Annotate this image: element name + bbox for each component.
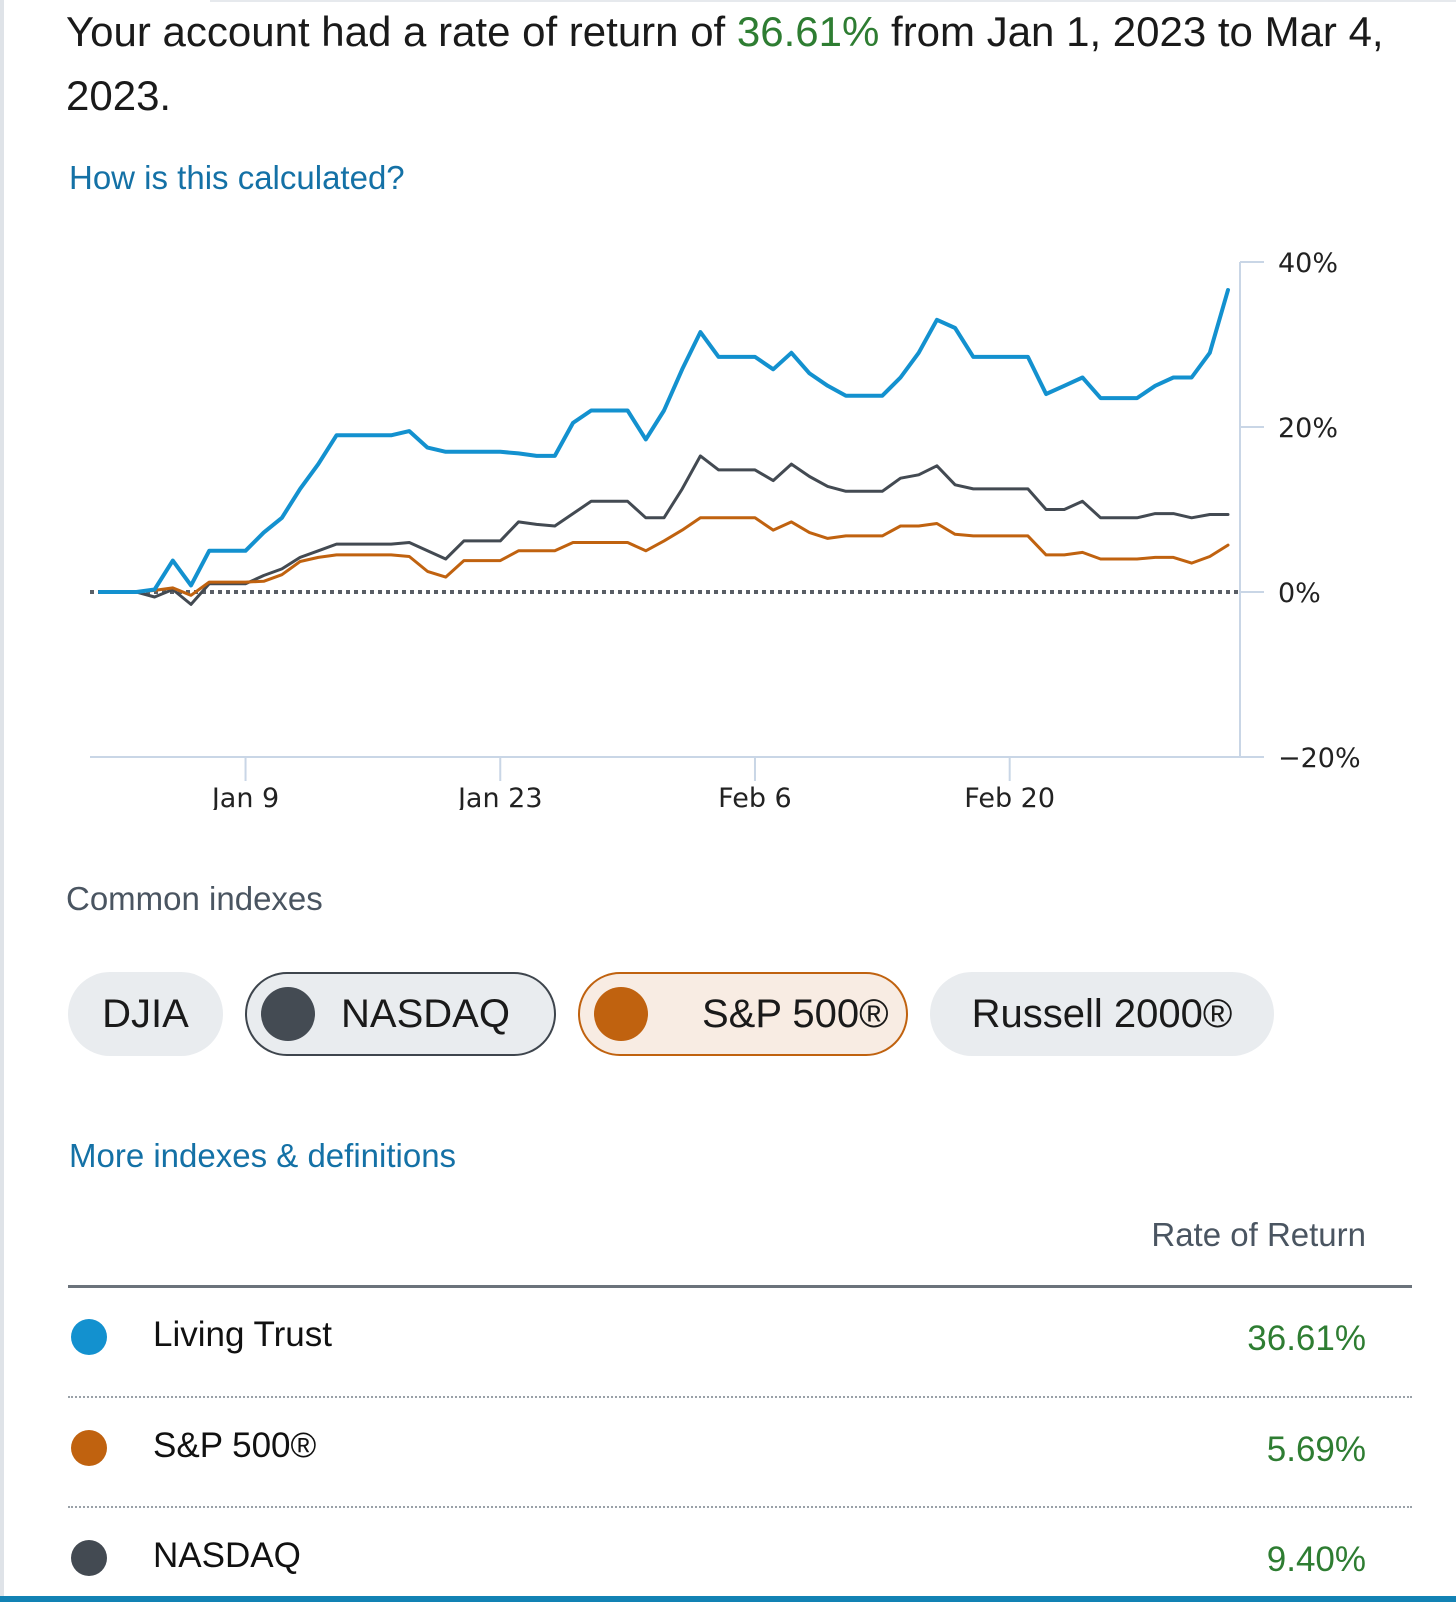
chip-sp500-label: S&P 500®: [702, 991, 889, 1036]
living-trust-line: [98, 288, 1230, 594]
x-tick-label: Feb 6: [718, 783, 792, 810]
table-header-divider: [68, 1285, 1412, 1288]
x-tick-label: Feb 20: [964, 783, 1055, 810]
chip-russell-label: Russell 2000®: [971, 991, 1233, 1036]
bottom-accent-bar: [0, 1596, 1456, 1602]
nasdaq-line: [98, 454, 1230, 606]
row-name: NASDAQ: [153, 1536, 301, 1575]
y-tick-label: 40%: [1278, 248, 1338, 279]
table-row: Living Trust 36.61%: [68, 1307, 1366, 1367]
return-summary: Your account had a rate of return of 36.…: [66, 0, 1406, 128]
summary-prefix: Your account had a rate of return of: [66, 8, 737, 55]
table-row: NASDAQ 9.40%: [68, 1528, 1366, 1588]
chip-nasdaq[interactable]: NASDAQ: [245, 972, 556, 1056]
row-divider: [68, 1396, 1412, 1398]
nasdaq-color-dot: [71, 1540, 107, 1576]
left-border: [0, 0, 4, 1602]
x-tick-label: Jan 23: [456, 783, 543, 810]
row-name: Living Trust: [153, 1315, 332, 1354]
y-tick-label: 0%: [1278, 578, 1321, 609]
chip-sp500[interactable]: S&P 500®: [578, 972, 908, 1056]
nasdaq-color-dot: [261, 987, 315, 1041]
sp500-line: [98, 516, 1230, 597]
row-value: 36.61%: [1247, 1319, 1366, 1358]
row-divider: [68, 1506, 1412, 1508]
row-value: 5.69%: [1266, 1430, 1366, 1469]
chip-russell-2000[interactable]: Russell 2000®: [930, 972, 1274, 1056]
sp500-color-dot: [71, 1430, 107, 1466]
rate-of-return-header: Rate of Return: [1151, 1216, 1366, 1253]
x-tick-label: Jan 9: [210, 783, 279, 810]
row-value: 9.40%: [1266, 1540, 1366, 1579]
sp500-color-dot: [594, 987, 648, 1041]
chip-djia-label: DJIA: [102, 991, 189, 1036]
row-name: S&P 500®: [153, 1426, 317, 1465]
summary-rate: 36.61%: [736, 8, 880, 55]
common-indexes-title: Common indexes: [66, 880, 323, 917]
table-row: S&P 500® 5.69%: [68, 1418, 1366, 1478]
chip-nasdaq-label: NASDAQ: [341, 991, 510, 1036]
summary-suffix: from Jan 1, 2023 to Mar 4, 2023.: [66, 8, 1384, 119]
chip-djia[interactable]: DJIA: [68, 972, 223, 1056]
more-indexes-link[interactable]: More indexes & definitions: [69, 1137, 457, 1174]
top-border: [210, 0, 1456, 2]
y-tick-label: −20%: [1278, 743, 1361, 774]
return-chart: 40% 20% 0% −20% Jan 9 Jan 23 Feb 6 Feb 20: [90, 248, 1361, 810]
living-trust-color-dot: [71, 1319, 107, 1355]
y-tick-label: 20%: [1278, 413, 1338, 444]
how-calculated-link[interactable]: How is this calculated?: [69, 159, 405, 196]
